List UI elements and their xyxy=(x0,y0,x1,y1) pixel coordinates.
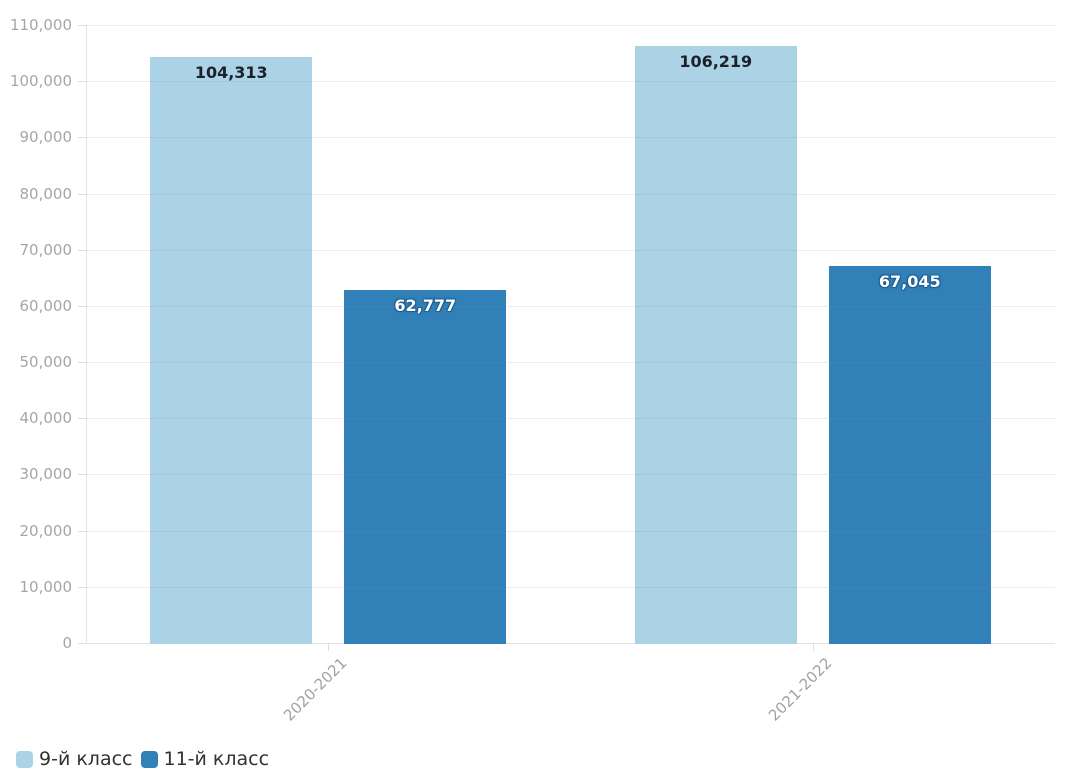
y-gridline xyxy=(86,418,1055,420)
y-axis-label: 0 xyxy=(62,634,72,652)
y-gridline xyxy=(86,249,1055,251)
legend-item[interactable]: 11-й класс xyxy=(140,747,270,771)
x-axis-label: 2020-2021 xyxy=(280,654,351,725)
y-gridline xyxy=(86,25,1055,26)
y-axis-label: 30,000 xyxy=(19,465,73,484)
bar[interactable] xyxy=(634,46,797,644)
y-axis-label: 80,000 xyxy=(19,184,73,203)
y-axis-label: 40,000 xyxy=(19,409,73,428)
x-axis-tick xyxy=(328,643,330,651)
y-gridline xyxy=(86,530,1055,532)
y-axis-line xyxy=(86,25,87,643)
y-axis-tick xyxy=(78,137,86,139)
y-gridline xyxy=(86,193,1055,195)
y-axis-tick xyxy=(78,643,86,644)
bar-value-label: 104,313 xyxy=(194,62,268,82)
y-gridline xyxy=(86,305,1055,307)
bar[interactable] xyxy=(344,290,507,644)
bar-value-label: 62,777 xyxy=(394,296,457,316)
bar-value-label: 67,045 xyxy=(878,272,941,292)
y-gridline xyxy=(86,81,1055,83)
y-axis-tick xyxy=(78,25,86,26)
legend-swatch xyxy=(140,750,158,768)
y-axis-label: 60,000 xyxy=(19,296,73,315)
y-axis-tick xyxy=(78,305,86,307)
y-axis-label: 90,000 xyxy=(19,128,73,147)
y-axis-tick xyxy=(78,530,86,532)
y-gridline xyxy=(86,362,1055,364)
y-axis-label: 70,000 xyxy=(19,240,73,259)
legend-item[interactable]: 9-й класс xyxy=(16,747,133,771)
x-axis-line xyxy=(86,643,1055,644)
legend: 9-й класс 11-й класс xyxy=(16,747,269,771)
y-gridline xyxy=(86,586,1055,588)
bar[interactable] xyxy=(150,56,313,644)
x-axis-tick xyxy=(812,643,814,651)
y-axis-tick xyxy=(78,249,86,251)
legend-label: 9-й класс xyxy=(39,748,133,770)
legend-swatch xyxy=(16,750,33,768)
bar-value-label: 106,219 xyxy=(679,52,753,72)
legend-label: 11-й класс xyxy=(163,748,270,770)
y-axis-tick xyxy=(78,81,86,83)
y-axis-label: 20,000 xyxy=(19,521,73,540)
y-axis-label: 100,000 xyxy=(9,72,72,91)
y-axis-tick xyxy=(78,362,86,364)
y-axis-label: 10,000 xyxy=(19,577,73,596)
y-gridline xyxy=(86,474,1055,476)
y-axis-label: 50,000 xyxy=(19,353,73,372)
y-axis-label: 110,000 xyxy=(9,16,72,34)
bar[interactable] xyxy=(828,266,991,644)
x-axis-label: 2021-2022 xyxy=(764,654,836,725)
y-axis-tick xyxy=(78,474,86,476)
y-axis-tick xyxy=(78,586,86,588)
y-gridline xyxy=(86,137,1055,139)
y-axis-tick xyxy=(78,193,86,195)
y-axis-tick xyxy=(78,418,86,420)
